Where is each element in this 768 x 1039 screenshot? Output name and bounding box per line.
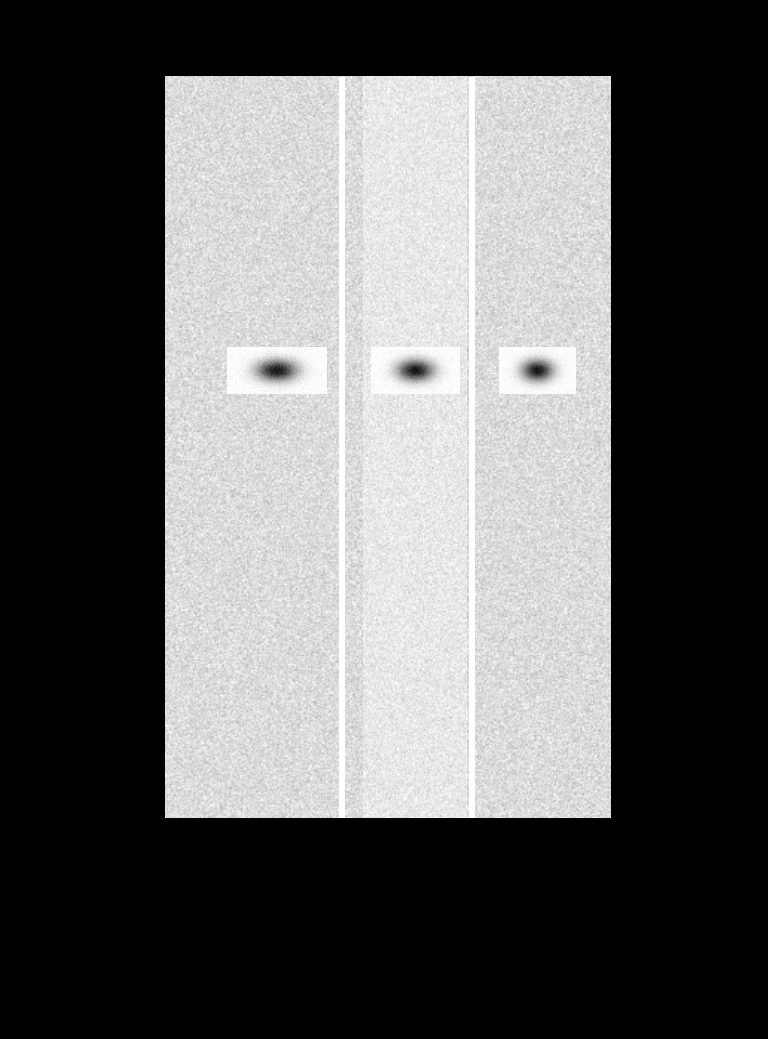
Text: 28: 28 (103, 417, 138, 445)
Text: 21: 21 (103, 620, 138, 648)
Bar (339, 77, 345, 818)
Bar (469, 77, 475, 818)
Text: PHAP I: PHAP I (634, 356, 749, 385)
Text: B: B (404, 45, 425, 74)
Text: A: A (266, 45, 287, 74)
Text: C: C (527, 45, 548, 74)
Text: 49: 49 (103, 109, 138, 137)
Text: 35: 35 (103, 297, 138, 325)
